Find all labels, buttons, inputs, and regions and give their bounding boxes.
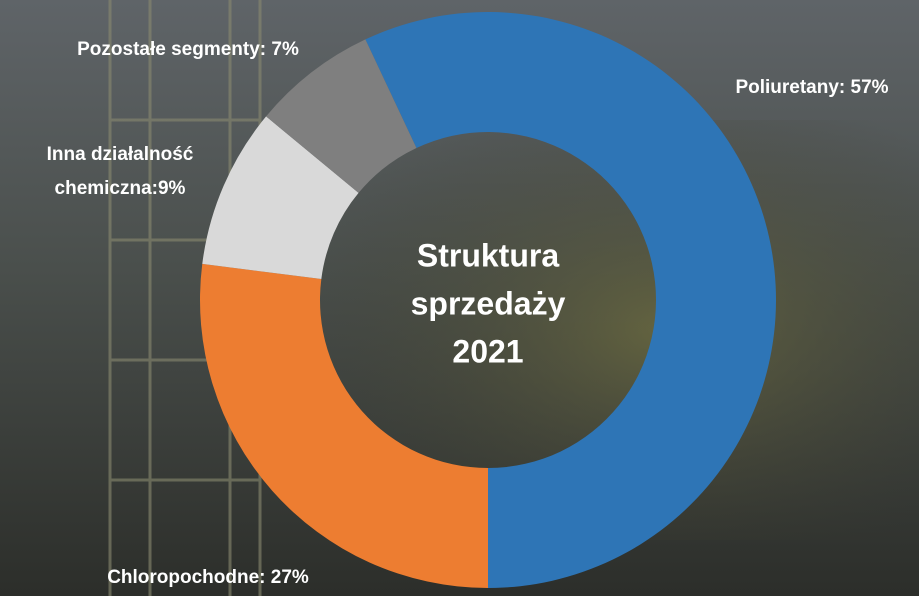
donut-segment (200, 263, 489, 588)
chart-title: 2021 (452, 333, 523, 369)
data-label: Pozostałe segmenty: 7% (77, 39, 299, 60)
data-label: chemiczna:9% (55, 178, 186, 199)
donut-segment (365, 12, 776, 589)
chart-title: Struktura (417, 237, 559, 273)
chart-title: sprzedaży (411, 285, 566, 321)
donut (200, 12, 776, 589)
labels: Struktura sprzedaży 2021 Poliuretany: 57% Ch… (47, 39, 889, 588)
donut-segment (202, 116, 359, 279)
data-label: Inna działalność (47, 144, 194, 165)
data-label: Poliuretany: 57% (735, 77, 888, 98)
data-label: Chloropochodne: 27% (107, 567, 309, 588)
donut-segment (266, 39, 417, 193)
